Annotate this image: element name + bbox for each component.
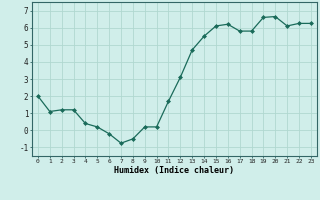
X-axis label: Humidex (Indice chaleur): Humidex (Indice chaleur): [115, 166, 234, 175]
